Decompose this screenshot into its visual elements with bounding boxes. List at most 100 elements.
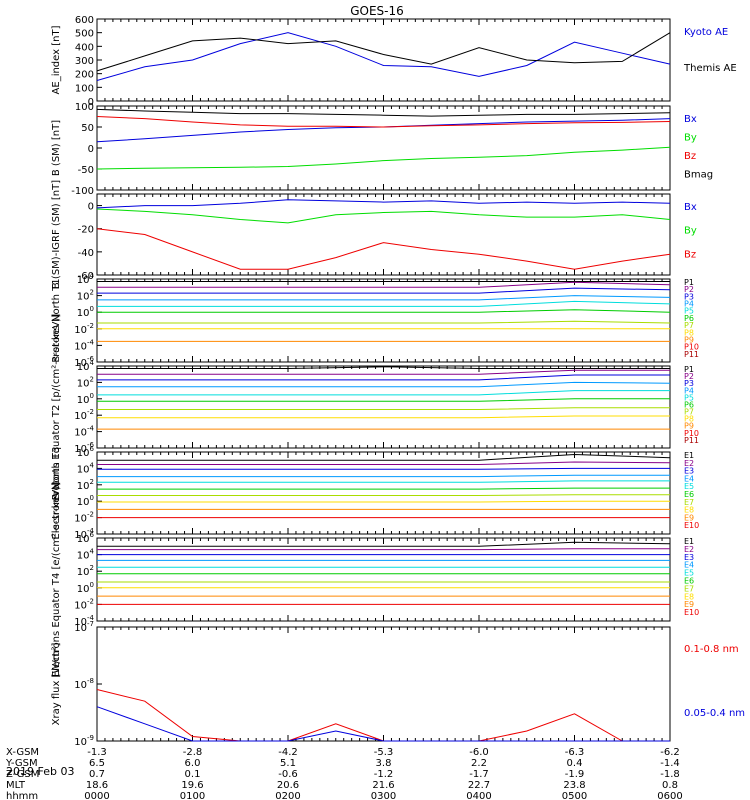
series-line-e5 xyxy=(97,480,670,483)
series-line-p3 xyxy=(97,287,671,294)
y-tick-label: 104 xyxy=(77,272,95,286)
y-axis-label: Electrons Equator T4 [e/(cm²-s-sr-keV)] xyxy=(51,482,62,677)
footer-label-mlt: MLT xyxy=(6,780,26,791)
footer-value: -6.2 xyxy=(660,747,680,758)
footer-value: 0200 xyxy=(275,791,300,800)
footer-value: 0400 xyxy=(466,791,491,800)
footer-value: -1.9 xyxy=(565,769,585,780)
y-tick-label: 104 xyxy=(77,359,95,373)
legend-item: Themis AE xyxy=(683,63,737,74)
legend-item: E2 xyxy=(684,459,694,468)
legend-item: P10 xyxy=(684,343,699,352)
panel-frame xyxy=(96,193,671,276)
legend-item: P7 xyxy=(684,321,694,330)
y-tick-label: 300 xyxy=(75,56,94,67)
panel-frame xyxy=(96,105,671,191)
y-tick-label: 0 xyxy=(88,144,94,155)
legend-item: By xyxy=(684,226,697,237)
legend-item: Bmag xyxy=(684,170,713,181)
footer-label-hhmm: hhmm xyxy=(6,791,38,800)
legend-item: P6 xyxy=(684,314,694,323)
y-tick-label: 10-2 xyxy=(74,408,94,422)
legend-item: E6 xyxy=(684,577,694,586)
y-tick-label: -50 xyxy=(78,165,94,176)
y-tick-label: 10-8 xyxy=(74,677,94,691)
legend-item: P1 xyxy=(684,278,694,287)
series-line-0-1-0-8-nm xyxy=(96,689,670,742)
y-tick-label: 10-6 xyxy=(74,355,94,369)
y-axis-label: Electrons North T3 xyxy=(51,446,62,539)
legend-item: P11 xyxy=(684,436,699,445)
legend-item: Kyoto AE xyxy=(684,27,728,38)
series-line-e1 xyxy=(97,541,671,547)
legend-item: P1 xyxy=(684,365,694,374)
legend-item: E10 xyxy=(684,608,699,617)
legend-item: P5 xyxy=(684,307,694,316)
series-line-p1 xyxy=(97,366,670,369)
legend-item: P3 xyxy=(684,292,694,301)
panel-8: 10-9 10-8 10-7 Xray flux [W/m²] 0.1-0.8 nm 0.… xyxy=(51,620,745,748)
series-line-p8 xyxy=(97,415,670,419)
footer-value: 0.8 xyxy=(662,780,678,791)
legend-item: P3 xyxy=(684,379,694,388)
y-tick-label: -40 xyxy=(78,248,94,259)
y-axis-label: Protons Equator T2 [p/(cm²-s-sr-keV)] xyxy=(51,314,62,501)
panel-frame xyxy=(96,626,671,742)
legend-item: P8 xyxy=(684,328,694,337)
footer-value: -1.4 xyxy=(660,758,680,769)
legend-item: E1 xyxy=(684,537,694,546)
footer-value: 22.7 xyxy=(468,780,490,791)
footer-value: 21.6 xyxy=(372,780,394,791)
footer-value: 0.7 xyxy=(89,769,105,780)
footer-value: -1.2 xyxy=(374,769,394,780)
y-tick-label: 100 xyxy=(75,102,94,113)
footer-value: -5.3 xyxy=(374,747,394,758)
y-tick-label: 102 xyxy=(77,375,94,389)
panel-7: 10-4 10-2 100 102 104 106 Electrons Equator T4… xyxy=(51,482,699,677)
footer-value: -1.8 xyxy=(660,769,680,780)
legend-item: P8 xyxy=(684,415,694,424)
y-tick-label: -60 xyxy=(78,271,94,282)
series-line-0-05-0-4-nm xyxy=(96,706,670,742)
footer-label-z-gsm: Z-GSM xyxy=(6,769,39,780)
series-line-bx xyxy=(96,118,671,143)
legend-item: Bx xyxy=(684,114,697,125)
y-tick-label: 50 xyxy=(81,123,94,134)
legend-item: P9 xyxy=(684,335,694,344)
footer-value: 0300 xyxy=(371,791,396,800)
panel-5: 10-6 10-4 10-2 100 102 104 Protons Equator T2 … xyxy=(51,314,699,501)
footer-value: 0500 xyxy=(562,791,587,800)
y-axis-label: B (SM) [nT] xyxy=(51,120,62,176)
y-tick-label: 10-9 xyxy=(74,734,94,748)
legend-item: P7 xyxy=(684,408,694,417)
legend-item: Bx xyxy=(684,202,697,213)
legend-item: E7 xyxy=(684,584,694,593)
y-tick-label: 100 xyxy=(77,581,94,595)
legend-item: E9 xyxy=(684,513,694,522)
series-line-e3 xyxy=(97,467,670,470)
panel-frame xyxy=(96,537,671,622)
legend-item: E8 xyxy=(684,506,694,515)
ephemeris-footer: X-GSM -1.3 -2.8 -4.2 -5.3 -6.0 -6.3 -6.2 Y-GSM 6.… xyxy=(5,747,683,800)
y-tick-label: 102 xyxy=(77,478,94,492)
y-tick-label: -100 xyxy=(71,186,94,197)
legend-item: P2 xyxy=(684,285,694,294)
footer-value: 0.1 xyxy=(185,769,201,780)
series-line-bx xyxy=(96,199,671,209)
footer-value: 19.6 xyxy=(181,780,203,791)
y-axis-label: Xray flux [W/m²] xyxy=(51,643,62,726)
y-tick-label: 100 xyxy=(75,83,94,94)
panel-frame xyxy=(96,278,671,363)
y-tick-label: 10-2 xyxy=(74,597,94,611)
series-line-e6 xyxy=(97,487,670,490)
series-line-kyoto-ae xyxy=(96,32,671,81)
legend-item: E10 xyxy=(684,521,699,530)
legend-item: E1 xyxy=(684,451,694,460)
legend-item: P4 xyxy=(684,300,694,309)
y-tick-label: 100 xyxy=(77,392,94,406)
y-tick-label: 600 xyxy=(75,15,94,26)
series-line-p6 xyxy=(97,309,671,313)
footer-value: 23.8 xyxy=(563,780,585,791)
